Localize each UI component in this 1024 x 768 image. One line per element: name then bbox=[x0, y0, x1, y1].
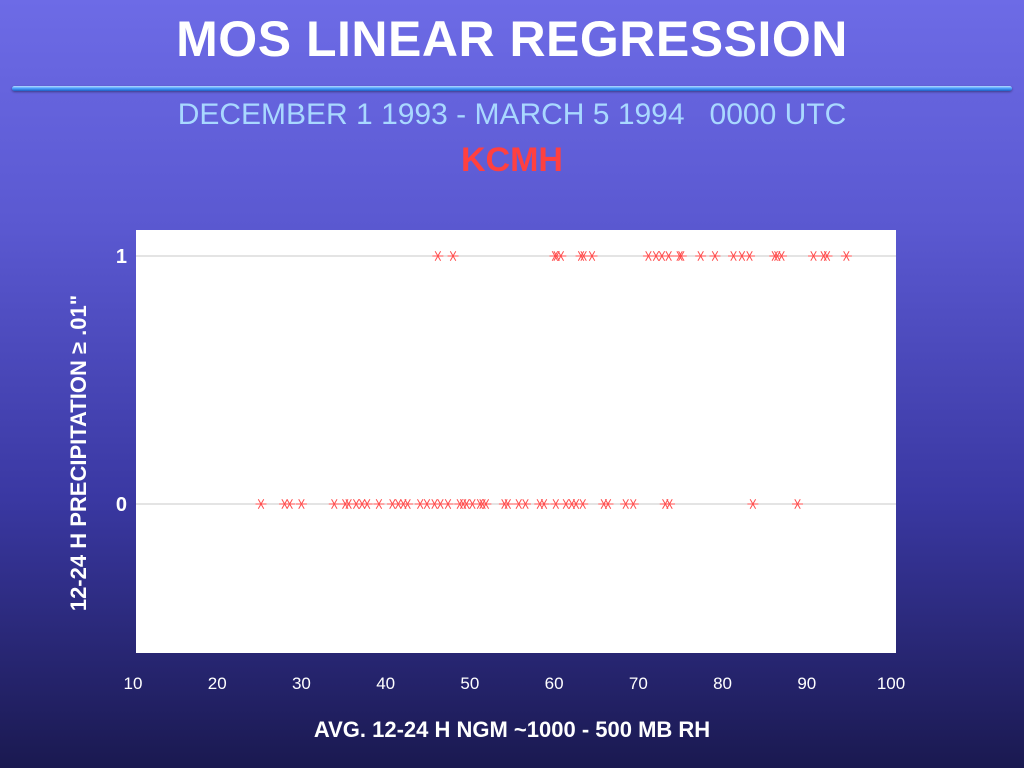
x-tick-label: 20 bbox=[208, 674, 227, 693]
title-divider bbox=[12, 86, 1012, 91]
data-point bbox=[442, 498, 454, 510]
x-tick-label: 70 bbox=[629, 674, 648, 693]
data-point bbox=[402, 498, 414, 510]
x-tick-label: 10 bbox=[124, 674, 143, 693]
x-tick-label: 40 bbox=[376, 674, 395, 693]
data-point bbox=[840, 250, 852, 262]
data-point bbox=[519, 498, 531, 510]
x-tick-label: 60 bbox=[545, 674, 564, 693]
date-range-subtitle: DECEMBER 1 1993 - MARCH 5 1994 0000 UTC bbox=[177, 98, 847, 131]
data-point bbox=[747, 498, 759, 510]
data-point bbox=[538, 498, 550, 510]
data-point bbox=[373, 498, 385, 510]
station-id: KCMH bbox=[461, 141, 563, 179]
data-point bbox=[447, 250, 459, 262]
y-axis-label: 12-24 H PRECIPITATION ≥ .01" bbox=[66, 294, 91, 612]
data-point bbox=[480, 498, 492, 510]
x-tick-label: 30 bbox=[292, 674, 311, 693]
data-point bbox=[808, 250, 820, 262]
data-point bbox=[663, 250, 675, 262]
data-point bbox=[744, 250, 756, 262]
data-point bbox=[284, 498, 296, 510]
data-point bbox=[675, 250, 687, 262]
data-point bbox=[627, 498, 639, 510]
y-tick-label: 0 bbox=[116, 494, 127, 516]
x-tick-label: 50 bbox=[460, 674, 479, 693]
data-point bbox=[695, 250, 707, 262]
data-point bbox=[502, 498, 514, 510]
data-point bbox=[602, 498, 614, 510]
x-tick-label: 100 bbox=[877, 674, 905, 693]
data-point bbox=[550, 498, 562, 510]
data-point bbox=[328, 498, 340, 510]
data-point bbox=[555, 250, 567, 262]
data-point bbox=[295, 498, 307, 510]
x-tick-label: 90 bbox=[797, 674, 816, 693]
data-point bbox=[663, 498, 675, 510]
data-point bbox=[821, 250, 833, 262]
data-point bbox=[361, 498, 373, 510]
data-point bbox=[586, 250, 598, 262]
x-tick-label: 80 bbox=[713, 674, 732, 693]
data-point bbox=[577, 498, 589, 510]
plot-area bbox=[136, 230, 896, 653]
x-axis-label: AVG. 12-24 H NGM ~1000 - 500 MB RH bbox=[313, 717, 711, 742]
data-point bbox=[432, 250, 444, 262]
data-point bbox=[792, 498, 804, 510]
data-point bbox=[709, 250, 721, 262]
y-tick-label: 1 bbox=[116, 246, 127, 268]
data-point bbox=[776, 250, 788, 262]
slide-title: MOS LINEAR REGRESSION bbox=[176, 11, 848, 67]
data-point bbox=[255, 498, 267, 510]
